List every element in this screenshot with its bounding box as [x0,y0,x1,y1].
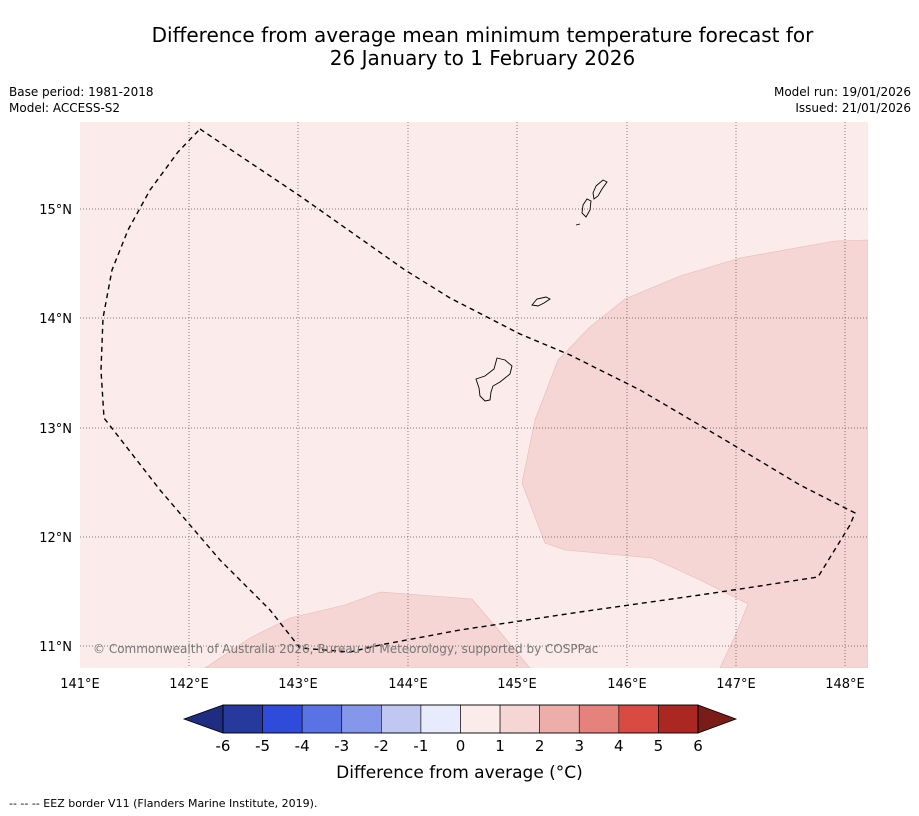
lat-tick-11: 11°N [39,640,72,655]
lon-tick-141: 141°E [60,677,100,692]
copyright-text: © Commonwealth of Australia 2026, Bureau… [93,642,598,656]
colorbar-cell [301,704,343,734]
colorbar-cell [420,704,461,734]
lat-tick-12: 12°N [39,531,72,546]
colorbar-cell [618,704,659,734]
colorbar-extend-high [697,704,738,734]
island-tinian [581,198,592,218]
colorbar-tick-label: 6 [693,737,703,755]
colorbar-tick-label: -6 [216,737,231,755]
colorbar-cell [539,704,580,734]
lon-tick-143: 143°E [278,677,318,692]
island-aguijan [575,223,581,226]
lon-tick-148: 148°E [825,677,865,692]
colorbar-tick-label: -1 [413,737,428,755]
colorbar-cell [499,704,540,734]
chart-title-line1: Difference from average mean minimum tem… [151,23,814,47]
colorbar-cell [341,704,382,734]
colorbar-tick-label: 4 [614,737,624,755]
lon-tick-145: 145°E [497,677,537,692]
colorbar-tick-label: 0 [456,737,466,755]
colorbar: -6 -5 -4 -3 -2 -1 0 1 2 3 4 5 6 [182,704,738,755]
meta-left: Base period: 1981-2018 Model: ACCESS-S2 [9,84,154,116]
chart-title-line2: 26 January to 1 February 2026 [329,46,636,70]
colorbar-tick-label: 3 [574,737,584,755]
colorbar-tick-label: -4 [295,737,310,755]
islands [475,179,608,402]
eez-legend: -- -- -- EEZ border V11 (Flanders Marine… [9,797,318,810]
lat-tick-13: 13°N [39,422,72,437]
lon-tick-142: 142°E [169,677,209,692]
model-name: Model: ACCESS-S2 [9,101,121,115]
lat-tick-14: 14°N [39,312,72,327]
lon-axis-labels: 141°E 142°E 143°E 144°E 145°E 146°E 147°… [60,677,865,692]
lat-tick-15: 15°N [39,203,72,218]
colorbar-extend-low [182,704,224,734]
gridlines [80,122,868,668]
colorbar-tick-label: -2 [374,737,389,755]
colorbar-label: Difference from average (°C) [336,763,583,783]
eez-border [100,128,856,653]
colorbar-tick-label: -5 [255,737,270,755]
meta-right: Model run: 19/01/2026 Issued: 21/01/2026 [774,84,911,116]
island-saipan [592,179,608,200]
base-period: Base period: 1981-2018 [9,85,154,99]
colorbar-tick-label: -3 [334,737,349,755]
island-rota [531,296,551,307]
island-guam [475,357,513,402]
anomaly-region-east [521,239,868,668]
colorbar-cell [262,704,303,734]
colorbar-tick-label: 1 [495,737,505,755]
issued-date: Issued: 21/01/2026 [795,101,911,115]
lon-tick-147: 147°E [716,677,756,692]
anomaly-region-southwest [204,591,531,668]
lat-axis-labels: 15°N 14°N 13°N 12°N 11°N [39,203,72,655]
colorbar-cell [578,704,620,734]
colorbar-tick-label: 5 [654,737,664,755]
colorbar-tick-label: 2 [535,737,545,755]
lon-tick-144: 144°E [388,677,428,692]
colorbar-cell [222,704,263,734]
colorbar-cell [381,704,422,734]
lon-tick-146: 146°E [607,677,647,692]
colorbar-frame [222,704,699,734]
colorbar-cell [658,704,699,734]
colorbar-cell [460,704,501,734]
model-run: Model run: 19/01/2026 [773,85,911,99]
